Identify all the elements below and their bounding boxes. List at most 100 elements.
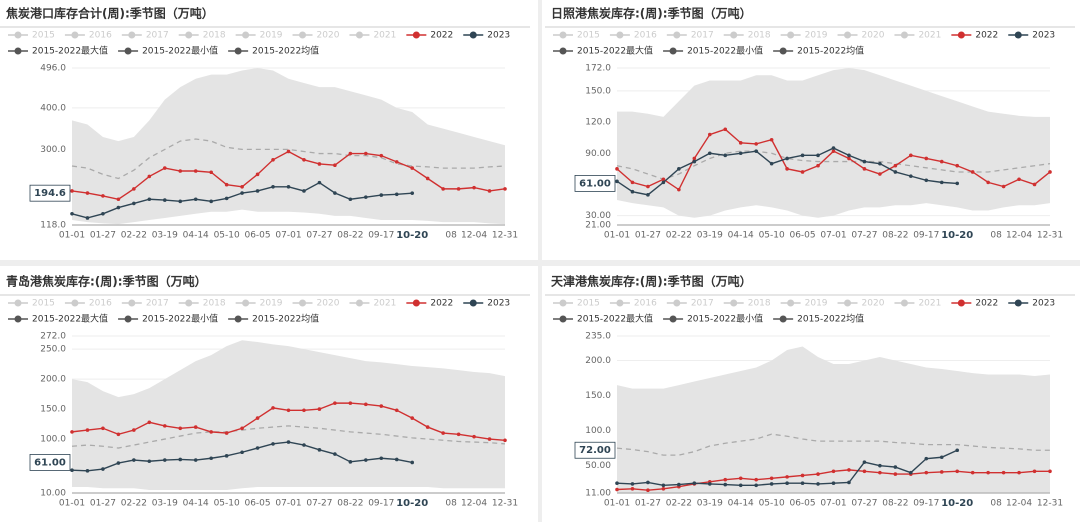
pointer-box [574,175,616,192]
legend-label: 2018 [203,31,226,41]
range-band [72,68,505,225]
series-point [472,434,476,439]
series-point [785,475,789,479]
series-point [615,481,619,485]
series-point [955,469,960,474]
legend-icon-dot [412,299,420,307]
series-point [441,431,445,435]
series-point [816,472,820,476]
series-point [410,166,415,170]
series-point [147,174,152,179]
series-point [317,180,322,185]
series-point [255,172,260,177]
series-point [193,425,198,429]
series-point [661,180,666,185]
series-point [193,197,198,202]
series-point [271,157,275,162]
x-tick-label: 04-14 [183,499,209,509]
legend-label: 2015-2022均值 [252,45,319,57]
legend-icon-dot [957,31,965,39]
series-point [630,189,635,194]
x-tick-label: 10-20 [396,230,428,241]
series-point [209,430,213,434]
series-point [224,182,229,187]
series-point [707,132,712,137]
series-point [769,482,774,486]
legend-icon-dot [234,47,242,55]
legend-icon-dot [242,31,250,39]
series-point [1001,470,1006,475]
legend-label: 2022 [975,31,998,41]
legend-icon-dot [242,299,250,307]
y-tick-label: 300.0 [40,145,66,155]
series-point [615,487,619,492]
series-point [831,469,836,474]
x-tick-label: 04-14 [728,231,754,241]
series-point [677,482,681,487]
series-point [646,193,650,197]
legend-icon-dot [1014,31,1022,39]
legend-icon-dot [128,299,136,307]
series-point [800,473,805,478]
series-point [800,153,805,158]
series-point [831,149,836,153]
x-tick-label: 12-04 [461,499,487,509]
chart-title: 天津港焦炭库存:(周):季节图（万吨） [551,274,752,289]
series-point [333,191,337,195]
x-tick-label: 01-01 [604,499,630,509]
legend-label: 2017 [691,31,714,41]
series-point [646,480,650,485]
series-point [955,448,960,453]
series-point [394,192,399,197]
series-point [862,167,867,171]
series-point [410,460,415,465]
series-point [800,481,805,485]
x-tick-label: 08 [990,231,1002,241]
legend-label: 2015-2022均值 [797,313,864,325]
series-point [178,457,183,462]
series-point [723,127,728,132]
legend-icon-dot [14,315,22,323]
series-point [847,480,851,485]
x-tick-label: 01-27 [635,499,661,509]
series-point [723,482,728,487]
legend-label: 2020 [862,31,885,41]
pointer-label: 61.00 [579,178,611,189]
legend-label: 2015 [577,299,600,309]
chart-panel: 天津港焦炭库存:(周):季节图（万吨） 2015 2016 2017 2018 2019 2… [545,274,1075,509]
legend-icon-dot [559,299,567,307]
legend-label: 2016 [634,31,657,41]
y-tick-label: 235.0 [585,332,611,342]
series-point [646,184,650,189]
series-point [630,486,635,491]
series-point [692,156,697,161]
legend-icon-dot [14,299,22,307]
series-point [348,460,353,464]
y-tick-label: 172.0 [585,64,611,74]
x-tick-label: 09-17 [913,499,939,509]
x-tick-label: 07-27 [306,231,332,241]
series-point [302,443,306,447]
series-point [939,455,944,460]
series-point [379,456,384,461]
series-point [615,179,619,184]
series-point [394,160,399,164]
legend-icon-dot [559,31,567,39]
legend-label: 2022 [975,299,998,309]
pointer-label: 61.00 [34,457,66,468]
series-point [785,481,789,485]
series-point [271,184,275,189]
x-tick-label: 09-17 [368,231,394,241]
series-point [878,470,882,475]
y-tick-label: 30.00 [585,211,611,221]
legend-icon-dot [299,31,307,39]
x-tick-label: 07-27 [851,499,877,509]
legend-label: 2019 [260,299,283,309]
legend-label: 2015-2022最大值 [32,313,108,325]
series-point [723,153,728,158]
legend-icon-dot [355,31,363,39]
x-tick-label: 10-20 [941,498,973,509]
legend-label: 2016 [89,31,112,41]
series-point [209,456,213,461]
